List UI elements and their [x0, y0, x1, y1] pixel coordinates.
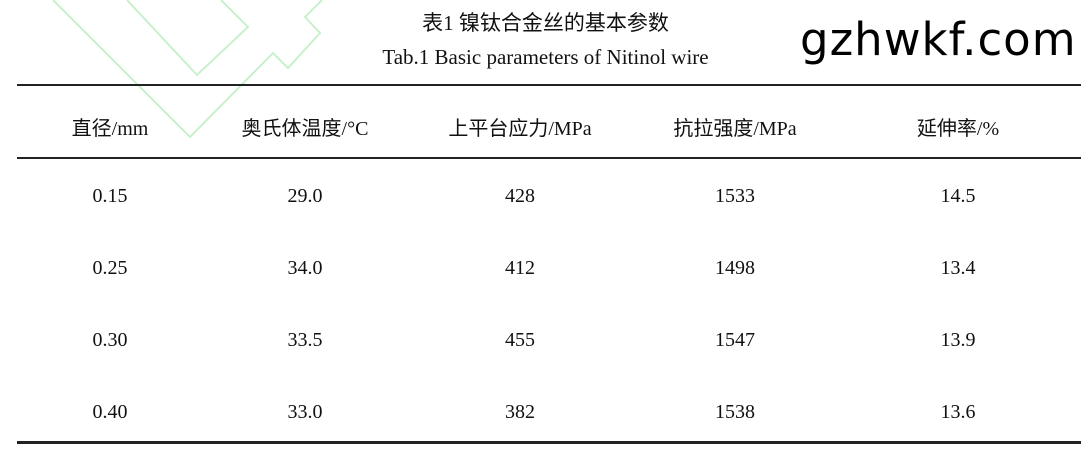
header-rule [17, 157, 1081, 159]
table-cell: 34.0 [287, 257, 323, 279]
table-cell: 382 [505, 401, 535, 423]
header-upper-plateau-stress: 上平台应力/MPa [448, 118, 592, 140]
table-cell: 428 [505, 185, 535, 207]
table-cell: 0.30 [92, 329, 128, 351]
table-cell: 33.0 [287, 401, 323, 423]
table-cell: 0.25 [92, 257, 128, 279]
table-cell: 1538 [715, 401, 755, 423]
table-cell: 412 [505, 257, 535, 279]
table-cell: 0.15 [92, 185, 128, 207]
table-caption-zh: 表1 镍钛合金丝的基本参数 [422, 11, 669, 35]
table-cell: 29.0 [287, 185, 323, 207]
table-cell: 455 [505, 329, 535, 351]
top-rule [17, 84, 1081, 86]
table-cell: 1533 [715, 185, 755, 207]
header-elongation: 延伸率/% [916, 118, 1000, 140]
header-tensile-strength: 抗拉强度/MPa [673, 118, 797, 140]
table-cell: 33.5 [287, 329, 323, 351]
watermark-text: gzhwkf.com [800, 13, 1077, 66]
header-austenite-temp: 奥氏体温度/°C [241, 118, 369, 140]
table-caption-en: Tab.1 Basic parameters of Nitinol wire [382, 45, 709, 69]
table-cell: 1547 [715, 329, 755, 351]
table-cell: 14.5 [940, 185, 976, 207]
bottom-rule [17, 441, 1081, 444]
header-diameter: 直径/mm [71, 118, 149, 140]
table-cell: 13.4 [940, 257, 976, 279]
table-cell: 13.9 [940, 329, 976, 351]
table-cell: 0.40 [92, 401, 128, 423]
table-cell: 13.6 [940, 401, 976, 423]
table-cell: 1498 [715, 257, 755, 279]
watermark-logo [52, 0, 323, 139]
